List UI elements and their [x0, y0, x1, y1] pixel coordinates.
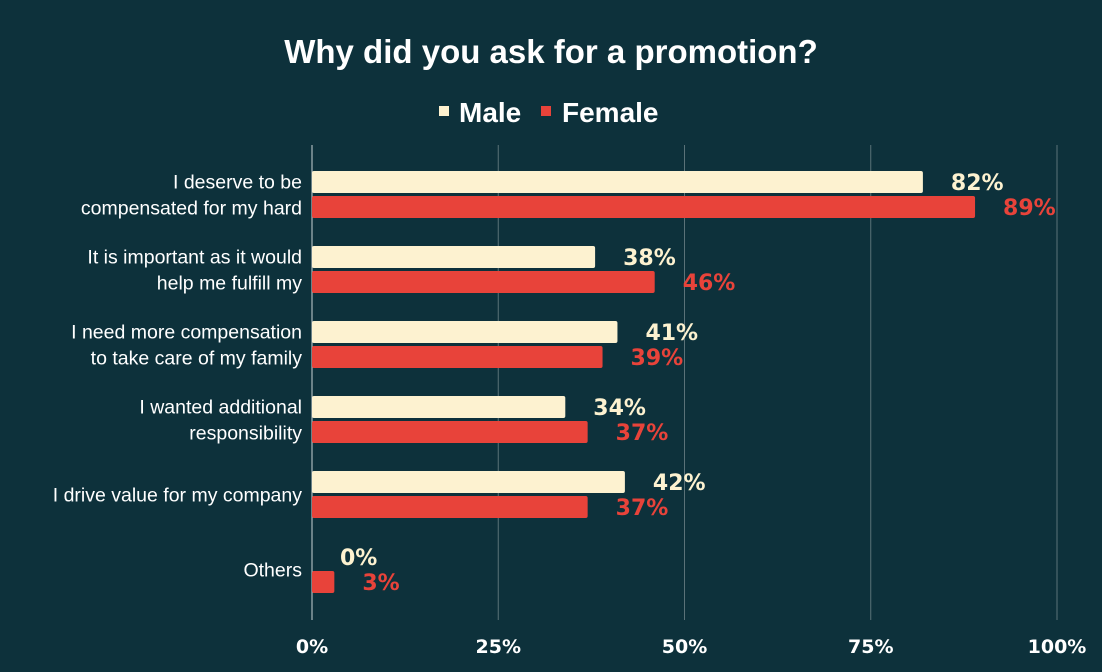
value-label-male-2: 41% — [645, 321, 698, 346]
value-label-male-1: 38% — [623, 246, 676, 271]
category-label-4-line-0: I drive value for my company — [53, 485, 303, 507]
value-label-male-4: 42% — [653, 471, 706, 496]
bar-male-3 — [312, 396, 566, 418]
bar-female-1 — [312, 271, 655, 293]
value-label-female-5: 3% — [362, 571, 399, 596]
value-label-male-5: 0% — [340, 546, 377, 571]
value-label-female-2: 39% — [631, 346, 684, 371]
category-label-3-line-0: I wanted additional — [139, 397, 302, 419]
value-label-male-3: 34% — [593, 396, 646, 421]
legend-swatch-female — [541, 106, 551, 116]
x-tick-75: 75% — [848, 636, 893, 658]
x-tick-50: 50% — [662, 636, 707, 658]
category-label-2-line-1: to take care of my family — [91, 348, 303, 370]
chart-legend: Male Female — [439, 97, 659, 128]
bar-female-0 — [312, 196, 976, 218]
bar-female-2 — [312, 346, 603, 368]
gridlines — [311, 145, 1058, 620]
legend-label-female: Female — [562, 97, 659, 128]
bars — [312, 171, 976, 593]
value-label-male-0: 82% — [951, 171, 1004, 196]
legend-label-male: Male — [459, 97, 521, 128]
chart-title: Why did you ask for a promotion? — [284, 33, 818, 70]
category-label-5-line-0: Others — [243, 560, 302, 582]
bar-female-5 — [312, 571, 335, 593]
bar-female-3 — [312, 421, 588, 443]
value-label-female-3: 37% — [616, 421, 669, 446]
bar-male-0 — [312, 171, 923, 193]
value-label-female-1: 46% — [683, 271, 736, 296]
x-tick-25: 25% — [476, 636, 521, 658]
category-label-3-line-1: responsibility — [189, 423, 302, 445]
category-labels: I deserve to be compensated for my hard It… — [53, 172, 303, 582]
bar-male-4 — [312, 471, 625, 493]
value-label-female-0: 89% — [1003, 196, 1056, 221]
bar-male-1 — [312, 246, 596, 268]
category-label-0-line-1: compensated for my hard — [81, 198, 302, 220]
category-label-0-line-0: I deserve to be — [173, 172, 302, 194]
category-label-1-line-0: It is important as it would — [87, 247, 302, 269]
bar-male-2 — [312, 321, 618, 343]
legend-swatch-male — [439, 106, 449, 116]
value-label-female-4: 37% — [616, 496, 669, 521]
x-tick-0: 0% — [296, 636, 328, 658]
x-tick-100: 100% — [1028, 636, 1087, 658]
x-axis-tick-labels: 0% 25% 50% 75% 100% — [296, 636, 1086, 658]
bar-female-4 — [312, 496, 588, 518]
category-label-2-line-0: I need more compensation — [71, 322, 302, 344]
value-labels: 82%89%38%46%41%39%34%37%42%37%0%3% — [340, 171, 1056, 596]
category-label-1-line-1: help me fulfill my — [157, 273, 302, 295]
